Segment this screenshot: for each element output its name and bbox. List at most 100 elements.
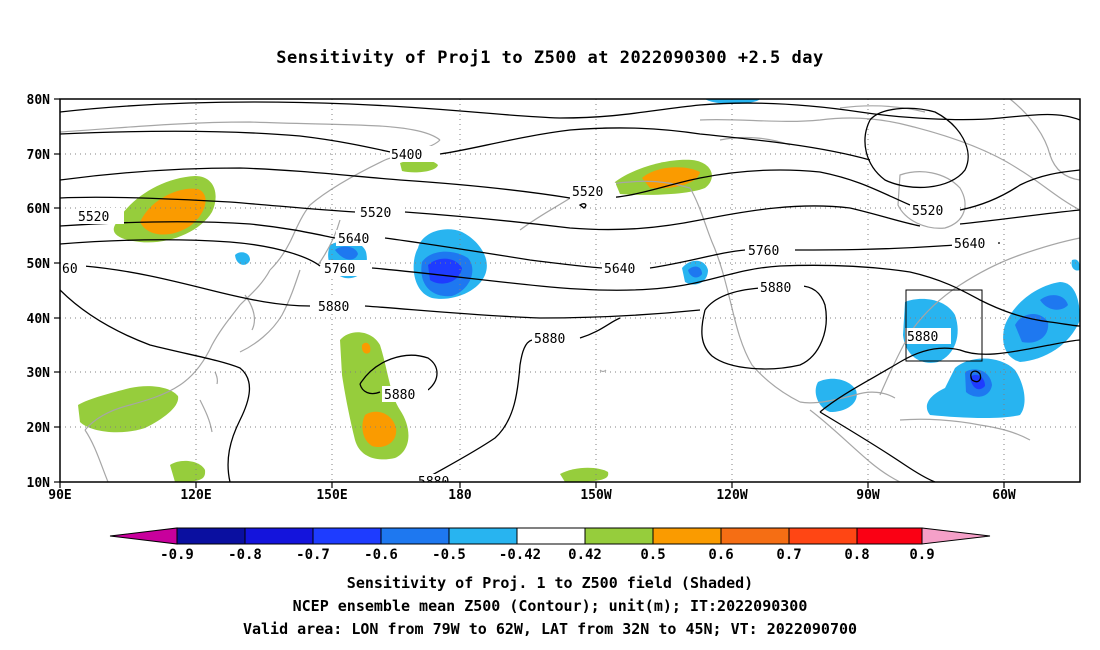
contour-label: 5520 — [912, 204, 943, 219]
contour-label: 5640 — [954, 237, 985, 252]
colorbar-low-triangle — [109, 527, 178, 545]
shade-cyan — [815, 378, 857, 412]
lon-label-150e: 150E — [316, 488, 347, 503]
plot-frame — [59, 98, 1081, 483]
contour-labels: 5400 5520 5520 5520 5520 5640 5640 5640 … — [62, 146, 998, 490]
lat-label-40n: 40N — [27, 312, 51, 327]
colorbar-swatch — [720, 527, 790, 545]
colorbar-swatch — [380, 527, 450, 545]
contour-label: 5880 — [318, 300, 349, 315]
contour-label: 5880 — [384, 388, 415, 403]
shade-cyan — [235, 252, 250, 265]
lat-label-70n: 70N — [27, 148, 51, 163]
coast-greenland — [1009, 99, 1080, 181]
colorbar-label: 0.8 — [844, 547, 869, 563]
colorbar-label: -0.9 — [160, 547, 194, 563]
lon-label-180: 180 — [448, 488, 472, 503]
colorbar-swatch — [516, 527, 586, 545]
contour-line — [60, 101, 1080, 121]
colorbar-swatch — [652, 527, 722, 545]
lat-labels: 80N 70N 60N 50N 40N 30N 20N 10N — [27, 93, 51, 491]
coast-na-west — [689, 187, 801, 403]
colorbar-swatch — [856, 527, 923, 545]
contour-label: 5880 — [760, 281, 791, 296]
colorbar-swatch — [584, 527, 654, 545]
contour-label: 5640 — [338, 232, 369, 247]
coast-na-north — [699, 117, 1080, 211]
lon-label-120w: 120W — [716, 488, 747, 503]
coast-hawaii — [599, 369, 607, 373]
coast-gulf — [799, 391, 896, 404]
shade-cyan — [1071, 259, 1080, 271]
contour-line — [419, 317, 621, 482]
coast-kamchatka — [317, 219, 341, 266]
coast-hudson — [897, 171, 966, 229]
caption-shading: Sensitivity of Proj. 1 to Z500 field (Sh… — [346, 574, 754, 592]
colorbar-label: -0.42 — [499, 547, 541, 563]
contour-label: 5520 — [572, 185, 603, 200]
shade-orange — [362, 411, 397, 448]
contour-line — [819, 411, 936, 482]
shade-green — [560, 467, 609, 482]
z500-contours — [60, 101, 1080, 482]
colorbar-label: 0.42 — [568, 547, 602, 563]
colorbar-label: -0.7 — [296, 547, 330, 563]
colorbar-label: 0.7 — [776, 547, 801, 563]
colorbar-swatch — [448, 527, 518, 545]
lat-label-10n: 10N — [27, 476, 51, 491]
contour-line — [60, 239, 1080, 327]
contour-label: 5880 — [534, 332, 565, 347]
coast-caribbean — [899, 418, 1031, 441]
contour-label: 5520 — [78, 210, 109, 225]
coast-philippines — [199, 399, 213, 433]
contour-line — [60, 289, 251, 482]
lon-label-90e: 90E — [48, 488, 71, 503]
lon-label-150w: 150W — [580, 488, 611, 503]
contour-label: 5760 — [748, 244, 779, 259]
contour-label: 5400 — [391, 148, 422, 163]
colorbar-label: -0.6 — [364, 547, 398, 563]
contour-line — [60, 167, 1080, 211]
coast-asia-north — [60, 121, 441, 141]
shade-blue — [335, 246, 358, 260]
coast-na-east — [879, 237, 1080, 396]
lat-label-30n: 30N — [27, 366, 51, 381]
lat-label-20n: 20N — [27, 421, 51, 436]
colorbar-swatch — [788, 527, 858, 545]
lon-label-60w: 60W — [992, 488, 1016, 503]
lat-label-50n: 50N — [27, 257, 51, 272]
colorbar-label: 0.5 — [640, 547, 665, 563]
shade-green — [170, 460, 206, 482]
contour-line — [701, 285, 827, 370]
coast-korea — [244, 294, 256, 331]
contour-label: 5880 — [418, 475, 449, 490]
shade-orange — [642, 167, 700, 189]
colorbar-label: 0.6 — [708, 547, 733, 563]
shade-blue — [1040, 295, 1068, 310]
axis-ticks — [54, 98, 1005, 488]
colorbar-high-triangle — [921, 527, 991, 545]
coast-indochina — [84, 429, 109, 482]
coast-china — [84, 269, 271, 431]
contour-label: 5640 — [604, 262, 635, 277]
colorbar-label: -0.5 — [432, 547, 466, 563]
colorbar-label: -0.8 — [228, 547, 262, 563]
contour-line — [60, 127, 871, 161]
valid-area-box — [905, 289, 983, 362]
contour-line — [60, 221, 1001, 269]
contour-line — [83, 265, 701, 319]
contour-label: 5880 — [907, 330, 938, 345]
contour-label: 60 — [62, 262, 78, 277]
contour-line — [60, 196, 1080, 231]
contour-line — [359, 354, 438, 395]
lat-label-80n: 80N — [27, 93, 51, 108]
colorbar-swatch — [312, 527, 382, 545]
coast-japan — [239, 269, 301, 353]
contour-label: 5760 — [324, 262, 355, 277]
lon-label-90w: 90W — [856, 488, 880, 503]
colorbar-swatch — [244, 527, 314, 545]
contour-line — [819, 339, 1080, 413]
lon-label-120e: 120E — [180, 488, 211, 503]
contour-line — [578, 203, 587, 209]
